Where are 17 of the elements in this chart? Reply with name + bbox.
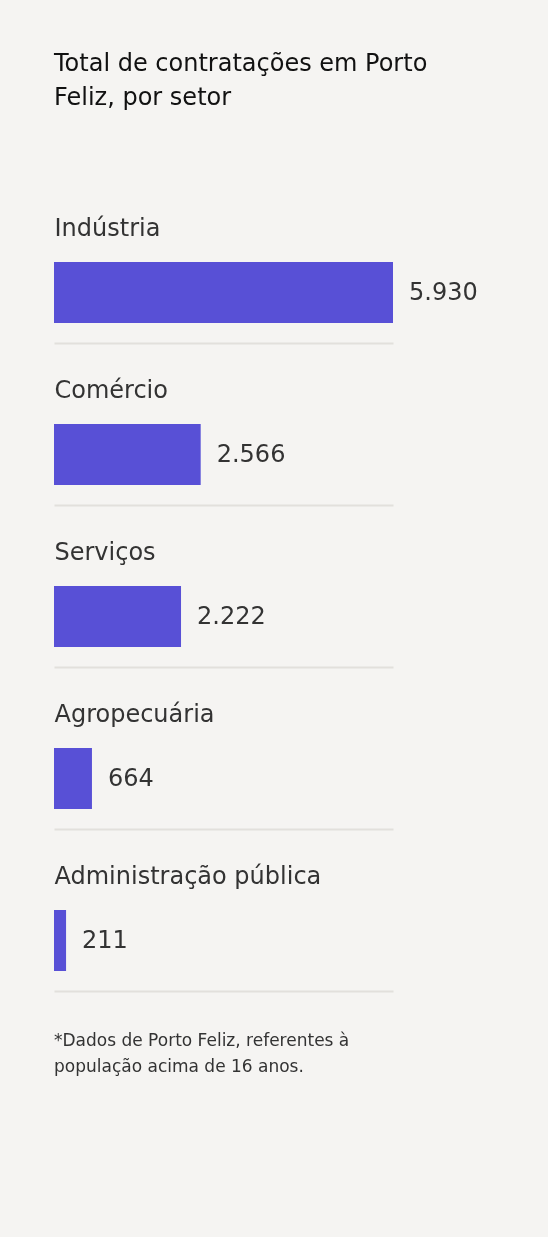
y-tick-label: Indústria bbox=[54, 214, 161, 242]
bar bbox=[54, 910, 67, 971]
y-tick-label: Agropecuária bbox=[54, 700, 215, 728]
data-label: 5.930 bbox=[409, 277, 478, 306]
y-tick-label: Serviços bbox=[54, 538, 156, 566]
data-label: 211 bbox=[82, 925, 128, 954]
bar bbox=[54, 748, 92, 809]
text: *Dados de Porto Feliz, referentes à população acima de 16 anos. bbox=[54, 1030, 350, 1076]
data-label: 2.566 bbox=[216, 439, 286, 468]
chart-title: Total de contratações em Porto Feliz, por setor bbox=[53, 49, 428, 111]
bar bbox=[54, 262, 393, 323]
y-tick-label: Comércio bbox=[54, 376, 168, 404]
data-label: 2.222 bbox=[197, 601, 266, 630]
bar bbox=[54, 586, 182, 647]
y-tick-label: Administração pública bbox=[54, 862, 322, 890]
data-label: 664 bbox=[107, 763, 154, 792]
bar bbox=[54, 424, 201, 485]
